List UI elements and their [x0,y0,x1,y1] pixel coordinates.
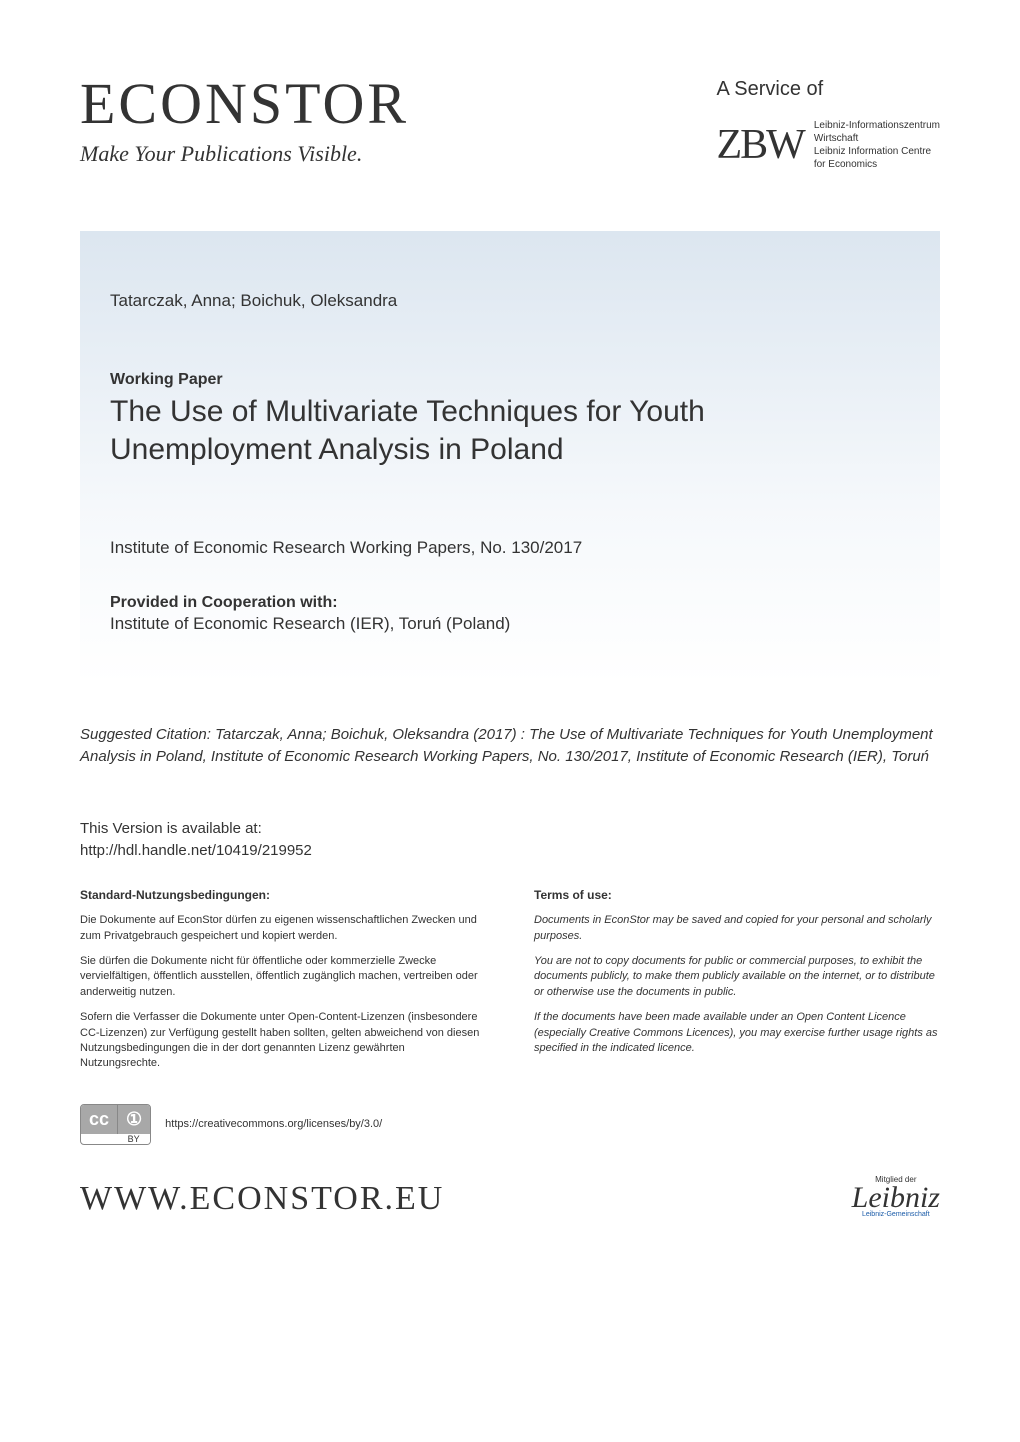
cc-license-url[interactable]: https://creativecommons.org/licenses/by/… [165,1118,382,1130]
cc-symbol: cc [81,1105,117,1134]
econstor-logo: ECONSTOR [80,70,409,137]
service-of-label: A Service of [717,78,940,101]
cc-badge-inner: cc [81,1105,117,1144]
footer-row: WWW.ECONSTOR.EU Mitglied der Leibniz Lei… [80,1175,940,1218]
header-band: ECONSTOR Make Your Publications Visible.… [0,0,1020,211]
terms-english-column: Terms of use: Documents in EconStor may … [534,887,940,1082]
cooperation-institution: Institute of Economic Research (IER), To… [110,614,910,634]
terms-german-heading: Standard-Nutzungsbedingungen: [80,887,486,904]
terms-german-column: Standard-Nutzungsbedingungen: Die Dokume… [80,887,486,1082]
version-block: This Version is available at: http://hdl… [80,818,940,863]
cc-badge-icon: cc ① BY [80,1104,151,1145]
terms-english-paragraph: If the documents have been made availabl… [534,1010,940,1056]
terms-english-paragraph: Documents in EconStor may be saved and c… [534,913,940,944]
cooperation-label: Provided in Cooperation with: [110,594,910,612]
series-info: Institute of Economic Research Working P… [110,538,910,558]
terms-columns: Standard-Nutzungsbedingungen: Die Dokume… [80,887,940,1082]
paper-title: The Use of Multivariate Techniques for Y… [110,393,910,468]
zbw-logo: ZBW [717,121,804,169]
zbw-desc-line: Leibniz Information Centre [814,145,940,158]
cc-license-row: cc ① BY https://creativecommons.org/lice… [80,1104,940,1145]
service-block: A Service of ZBW Leibniz-Informationszen… [717,70,940,171]
terms-german-paragraph: Sie dürfen die Dokumente nicht für öffen… [80,954,486,1000]
terms-english-heading: Terms of use: [534,887,940,904]
authors: Tatarczak, Anna; Boichuk, Oleksandra [110,291,910,311]
leibniz-logo-block: Mitglied der Leibniz Leibniz-Gemeinschaf… [852,1175,940,1218]
metadata-panel: Tatarczak, Anna; Boichuk, Oleksandra Wor… [80,231,940,684]
terms-german-paragraph: Sofern die Verfasser die Dokumente unter… [80,1010,486,1072]
leibniz-signature-icon: Leibniz [852,1184,940,1211]
econstor-logo-block: ECONSTOR Make Your Publications Visible. [80,70,409,171]
document-type: Working Paper [110,371,910,389]
zbw-desc-line: Wirtschaft [814,132,940,145]
leibniz-gemeinschaft-label: Leibniz-Gemeinschaft [852,1211,940,1218]
cc-by-text: BY [117,1134,150,1144]
zbw-description: Leibniz-Informationszentrum Wirtschaft L… [814,119,940,171]
version-label: This Version is available at: [80,818,940,841]
cc-by-inner: ① BY [117,1105,150,1144]
zbw-desc-line: for Economics [814,158,940,171]
citation-label: Suggested Citation: [80,726,211,743]
cc-by-symbol: ① [117,1105,150,1134]
zbw-row: ZBW Leibniz-Informationszentrum Wirtscha… [717,119,940,171]
tagline: Make Your Publications Visible. [80,141,409,167]
citation-block: Suggested Citation: Tatarczak, Anna; Boi… [80,724,940,768]
version-url[interactable]: http://hdl.handle.net/10419/219952 [80,840,940,863]
terms-german-paragraph: Die Dokumente auf EconStor dürfen zu eig… [80,913,486,944]
terms-english-paragraph: You are not to copy documents for public… [534,954,940,1000]
zbw-desc-line: Leibniz-Informationszentrum [814,119,940,132]
www-url[interactable]: WWW.ECONSTOR.EU [80,1180,444,1218]
